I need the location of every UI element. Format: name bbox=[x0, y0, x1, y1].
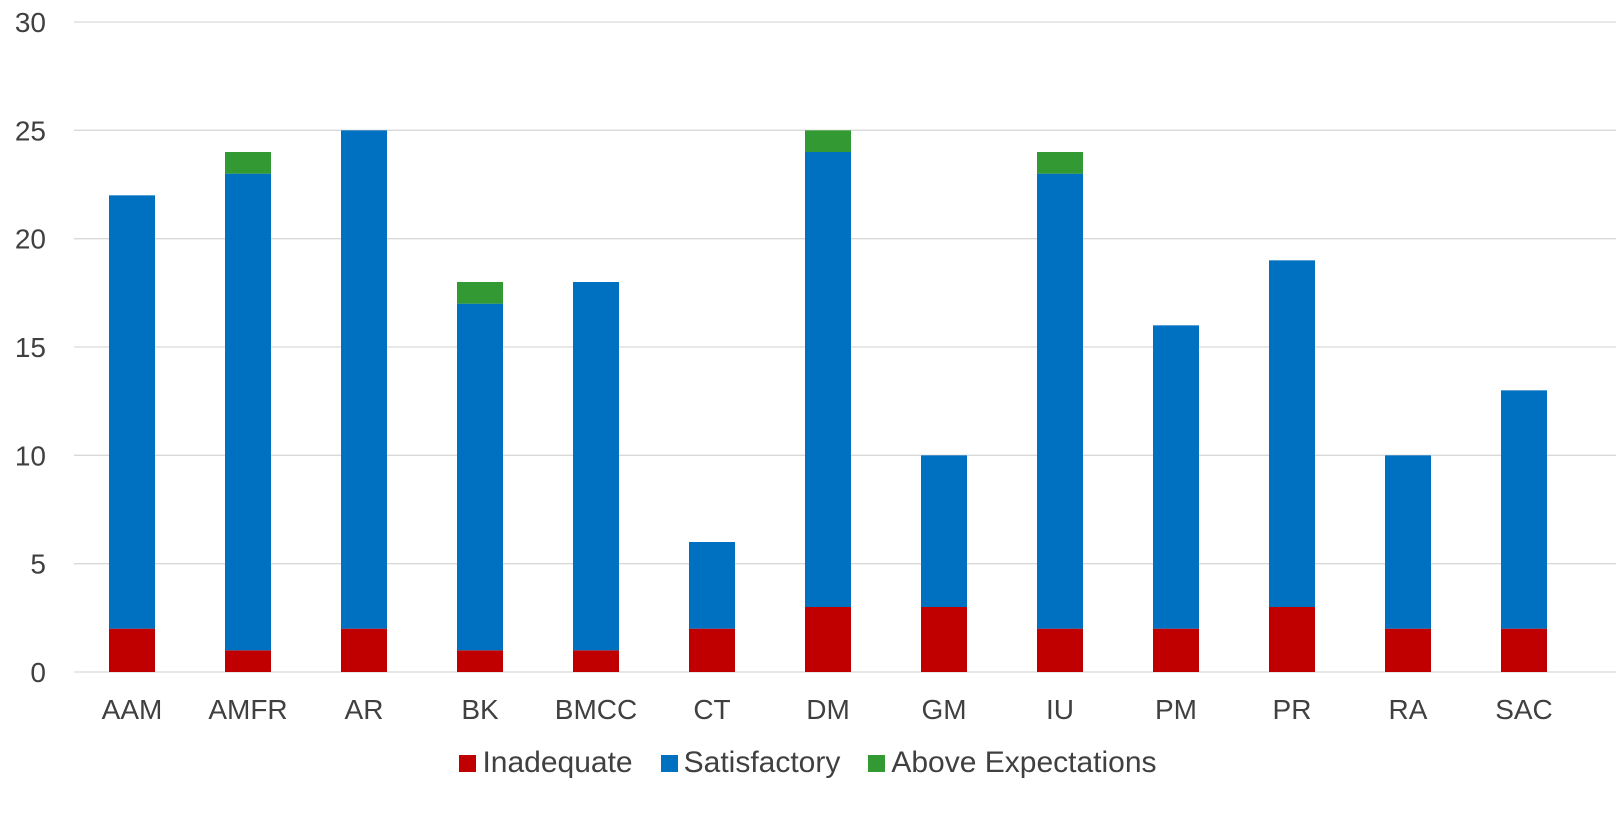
bar-aam-satisfactory bbox=[109, 195, 155, 629]
bar-pm-inadequate bbox=[1153, 628, 1199, 672]
x-tick-label-ct: CT bbox=[693, 694, 730, 725]
bar-amfr-inadequate bbox=[225, 650, 271, 672]
bar-ct-satisfactory bbox=[689, 542, 735, 629]
x-axis-ticks: AAM AMFR AR BK BMCC CT DM GM IU PM PR RA SAC bbox=[102, 694, 1553, 725]
x-tick-label-bmcc: BMCC bbox=[555, 694, 637, 725]
bar-sac-satisfactory bbox=[1501, 390, 1547, 629]
bar-ar-satisfactory bbox=[341, 130, 387, 629]
bar-ra-inadequate bbox=[1385, 628, 1431, 672]
x-tick-label-aam: AAM bbox=[102, 694, 163, 725]
y-tick-label-10: 10 bbox=[15, 440, 46, 471]
bar-pr-satisfactory bbox=[1269, 260, 1315, 607]
legend-item-satisfactory: Satisfactory bbox=[660, 746, 841, 780]
legend-swatch-inadequate bbox=[459, 754, 477, 772]
legend-label-inadequate: Inadequate bbox=[482, 746, 633, 779]
bar-iu-inadequate bbox=[1037, 628, 1083, 672]
bar-dm-above-expectations bbox=[805, 130, 851, 152]
bars bbox=[109, 130, 1547, 672]
bar-bk-inadequate bbox=[457, 650, 503, 672]
bar-gm-inadequate bbox=[921, 607, 967, 672]
bar-gm-satisfactory bbox=[921, 455, 967, 607]
y-tick-label-20: 20 bbox=[15, 224, 46, 255]
x-tick-label-gm: GM bbox=[921, 694, 966, 725]
legend-label-satisfactory: Satisfactory bbox=[683, 746, 841, 779]
bar-bmcc-satisfactory bbox=[573, 282, 619, 651]
legend-item-above-expectations: Above Expectations bbox=[868, 746, 1157, 780]
bar-dm-inadequate bbox=[805, 607, 851, 672]
x-tick-label-pm: PM bbox=[1155, 694, 1197, 725]
bar-ra-satisfactory bbox=[1385, 455, 1431, 629]
y-tick-label-25: 25 bbox=[15, 115, 46, 146]
bar-pr-inadequate bbox=[1269, 607, 1315, 672]
legend-item-inadequate: Inadequate bbox=[459, 746, 633, 780]
bar-ar-inadequate bbox=[341, 628, 387, 672]
bar-sac-inadequate bbox=[1501, 628, 1547, 672]
x-tick-label-dm: DM bbox=[806, 694, 850, 725]
x-tick-label-iu: IU bbox=[1046, 694, 1074, 725]
legend-label-above-expectations: Above Expectations bbox=[891, 746, 1157, 779]
x-tick-label-ar: AR bbox=[345, 694, 384, 725]
bar-pm-satisfactory bbox=[1153, 325, 1199, 629]
bar-dm-satisfactory bbox=[805, 152, 851, 607]
bar-iu-satisfactory bbox=[1037, 173, 1083, 629]
y-tick-label-5: 5 bbox=[30, 549, 46, 580]
legend-swatch-above-expectations bbox=[868, 754, 886, 772]
bar-ct-inadequate bbox=[689, 628, 735, 672]
x-tick-label-amfr: AMFR bbox=[208, 694, 287, 725]
bar-bmcc-inadequate bbox=[573, 650, 619, 672]
y-tick-label-0: 0 bbox=[30, 657, 46, 688]
y-axis-ticks: 0 5 10 15 20 25 30 bbox=[15, 7, 46, 688]
x-tick-label-bk: BK bbox=[461, 694, 499, 725]
legend-swatch-satisfactory bbox=[660, 754, 678, 772]
y-tick-label-30: 30 bbox=[15, 7, 46, 38]
bar-bk-satisfactory bbox=[457, 303, 503, 651]
x-tick-label-sac: SAC bbox=[1495, 694, 1553, 725]
x-tick-label-ra: RA bbox=[1389, 694, 1428, 725]
x-tick-label-pr: PR bbox=[1273, 694, 1312, 725]
bar-amfr-above-expectations bbox=[225, 152, 271, 174]
bar-amfr-satisfactory bbox=[225, 173, 271, 651]
legend: Inadequate Satisfactory Above Expectatio… bbox=[0, 746, 1616, 780]
bar-aam-inadequate bbox=[109, 628, 155, 672]
bar-bk-above-expectations bbox=[457, 282, 503, 304]
bar-iu-above-expectations bbox=[1037, 152, 1083, 174]
y-tick-label-15: 15 bbox=[15, 332, 46, 363]
